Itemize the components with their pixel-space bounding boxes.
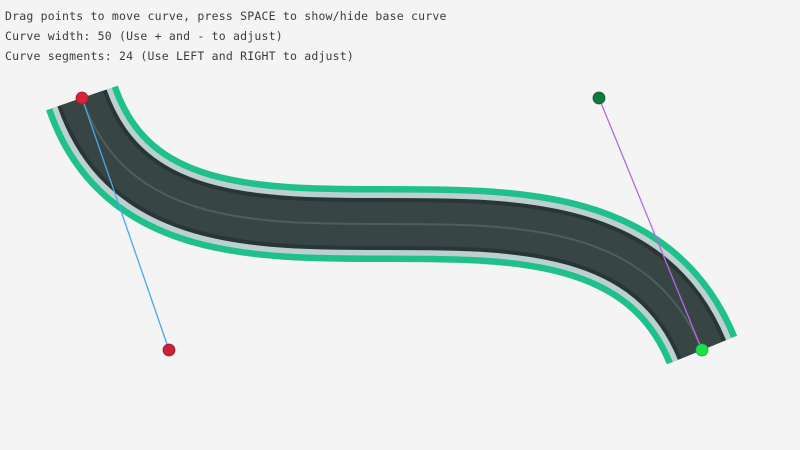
control-handles[interactable] xyxy=(75,91,709,357)
end-point-handle[interactable] xyxy=(695,343,709,357)
road-center-divider xyxy=(81,97,703,351)
control-point-2-handle[interactable] xyxy=(592,91,606,105)
control-point-1-handle[interactable] xyxy=(162,343,176,357)
road-ribbon xyxy=(46,84,738,366)
start-point-handle[interactable] xyxy=(75,91,89,105)
end-tangent-line xyxy=(598,97,703,351)
tangent-lines xyxy=(81,97,703,351)
start-tangent-line xyxy=(81,97,170,351)
